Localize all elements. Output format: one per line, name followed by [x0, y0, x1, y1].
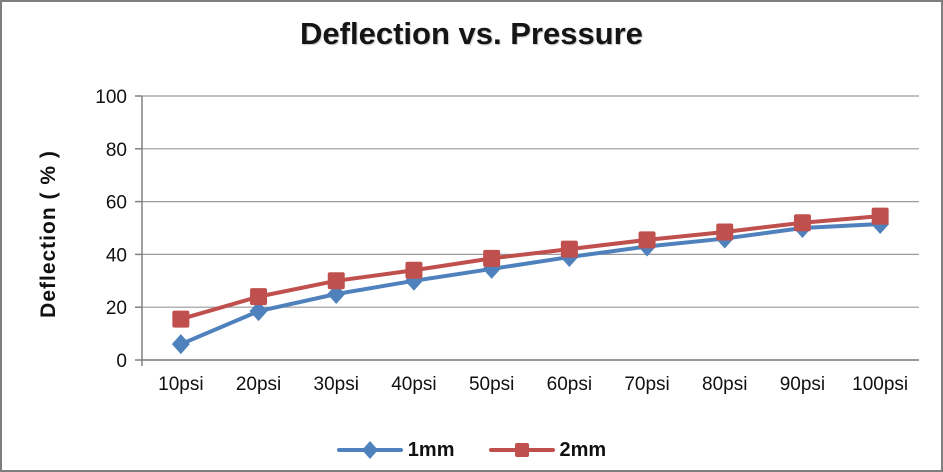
- x-tick-label: 70psi: [624, 374, 669, 395]
- legend: 1mm 2mm: [2, 438, 941, 462]
- x-tick-label: 40psi: [391, 374, 436, 395]
- y-tick-label: 100: [95, 87, 127, 108]
- legend-item-2mm: 2mm: [488, 438, 607, 462]
- marker-square: [250, 288, 268, 306]
- marker-square: [716, 223, 734, 241]
- y-tick-label: 0: [116, 351, 127, 372]
- marker-square: [560, 240, 578, 258]
- plot-area: 0 20 40 60 80 100 10psi 20psi 30psi 40psi 50psi 60p…: [95, 87, 919, 395]
- legend-item-1mm: 1mm: [336, 438, 455, 462]
- marker-square: [172, 310, 190, 328]
- marker-square: [327, 272, 345, 290]
- marker-square: [483, 249, 501, 267]
- x-tick-label: 60psi: [547, 374, 592, 395]
- legend-diamond-swatch: [336, 441, 403, 459]
- marker-square: [793, 214, 811, 232]
- x-tick-label: 20psi: [236, 374, 281, 395]
- marker-diamond: [171, 334, 190, 355]
- x-tick-label: 30psi: [314, 374, 359, 395]
- y-tick-label: 40: [106, 245, 127, 266]
- x-tick-label: 10psi: [158, 374, 203, 395]
- x-tick-label: 100psi: [852, 374, 908, 395]
- y-tick-label: 60: [106, 193, 127, 214]
- legend-square-swatch: [488, 443, 555, 457]
- marker-square: [405, 261, 423, 279]
- chart-title: Deflection vs. Pressure: [300, 16, 643, 51]
- marker-square: [638, 231, 656, 249]
- series-line-1mm: [178, 222, 883, 347]
- x-tick-label: 50psi: [469, 374, 514, 395]
- legend-label-1mm: 1mm: [407, 438, 455, 461]
- y-tick-label: 20: [106, 298, 127, 319]
- x-tick-label: 80psi: [702, 374, 747, 395]
- series-line-2mm: [178, 214, 883, 322]
- y-tick-label: 80: [106, 140, 127, 161]
- legend-label-2mm: 2mm: [559, 438, 607, 461]
- marker-diamond: [249, 301, 268, 322]
- x-tick-label: 90psi: [780, 374, 825, 395]
- marker-square: [871, 207, 889, 225]
